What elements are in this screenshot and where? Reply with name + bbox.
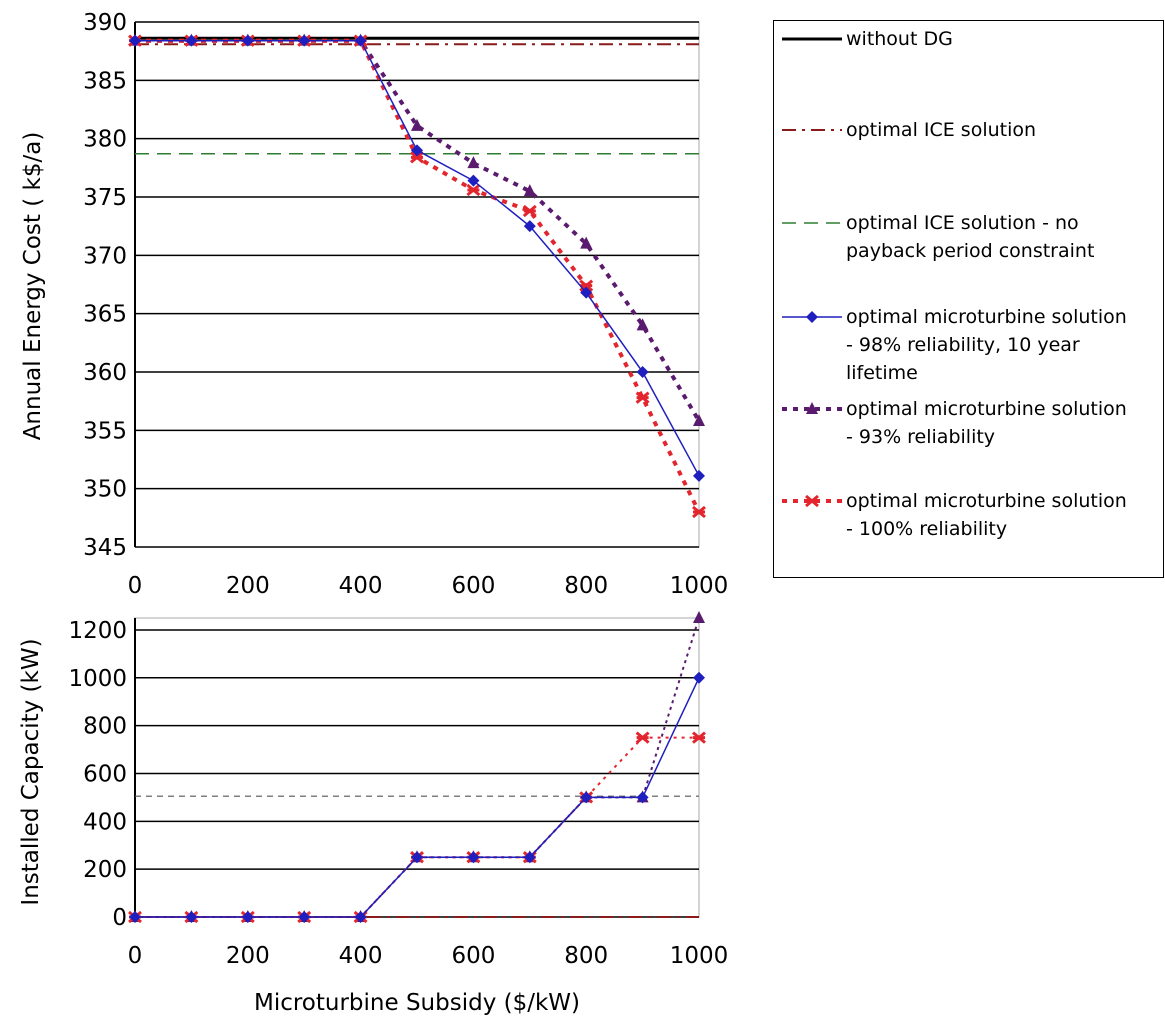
bottom-y-tick-label: 800 bbox=[83, 714, 127, 740]
bottom-y-tick-label: 600 bbox=[83, 761, 127, 787]
top-x-tick-label: 200 bbox=[226, 573, 270, 599]
bottom-y-tick-label: 1200 bbox=[68, 618, 127, 644]
bottom-point-mt98 bbox=[298, 911, 311, 923]
legend-label: optimal ICE solution bbox=[846, 119, 1036, 141]
legend-canvas: without DG optimal ICE solution optimal IC… bbox=[782, 28, 1127, 540]
top-y-tick-label: 370 bbox=[83, 243, 127, 269]
legend-item-ice: optimal ICE solution bbox=[782, 119, 1036, 141]
legend-label: optimal microturbine solution bbox=[846, 398, 1127, 420]
top-point-mt100 bbox=[410, 151, 424, 164]
top-y-tick-label: 350 bbox=[83, 477, 127, 503]
bottom-y-axis-label: Installed Capacity (kW) bbox=[18, 638, 44, 905]
top-x-tick-label: 400 bbox=[339, 573, 383, 599]
bottom-point-mt98 bbox=[636, 791, 649, 804]
legend-swatch-marker bbox=[806, 311, 818, 323]
bottom-point-mt100 bbox=[692, 731, 706, 744]
bottom-point-mt98 bbox=[523, 851, 536, 864]
top-point-mt93 bbox=[523, 184, 536, 197]
bottom-plot-area bbox=[134, 617, 700, 918]
legend-label: without DG bbox=[846, 28, 953, 50]
top-point-mt93 bbox=[636, 318, 649, 331]
top-point-mt98 bbox=[580, 286, 593, 299]
bottom-point-mt98 bbox=[241, 911, 254, 923]
legend-label: - 93% reliability bbox=[846, 426, 995, 448]
top-chart-annual-energy-cost: Annual Energy Cost ( k$/a) 345 350 355 360 3… bbox=[20, 10, 728, 599]
bottom-point-mt98 bbox=[411, 851, 423, 864]
top-point-mt98 bbox=[129, 34, 141, 47]
bottom-point-mt98 bbox=[129, 911, 141, 923]
top-point-mt93 bbox=[411, 118, 423, 131]
legend-item-mt93: optimal microturbine solution - 93% relia… bbox=[782, 398, 1127, 448]
bottom-x-tick-label: 1000 bbox=[670, 943, 729, 969]
bottom-point-mt100 bbox=[635, 731, 650, 744]
top-x-tick-label: 800 bbox=[564, 573, 608, 599]
bottom-x-tick-label: 200 bbox=[226, 943, 270, 969]
top-point-mt98 bbox=[354, 34, 367, 47]
legend-label: lifetime bbox=[846, 362, 918, 384]
legend-label: optimal microturbine solution bbox=[846, 306, 1127, 328]
top-point-mt98 bbox=[411, 144, 423, 157]
top-point-mt98 bbox=[523, 220, 536, 233]
legend-item-mt100: optimal microturbine solution - 100% reli… bbox=[782, 490, 1127, 540]
top-point-mt93 bbox=[693, 414, 705, 426]
top-point-mt98 bbox=[185, 34, 198, 47]
bottom-point-mt98 bbox=[580, 791, 593, 804]
top-y-tick-label: 345 bbox=[83, 535, 127, 561]
top-y-tick-label: 360 bbox=[83, 360, 127, 386]
bottom-point-mt93 bbox=[693, 611, 705, 623]
bottom-point-mt98 bbox=[693, 671, 705, 684]
bottom-x-tick-label: 800 bbox=[564, 943, 608, 969]
legend-item-noDG: without DG bbox=[782, 28, 953, 50]
top-point-mt98 bbox=[636, 366, 649, 378]
top-y-tick-label: 385 bbox=[83, 68, 127, 94]
legend-label: - 98% reliability, 10 year bbox=[846, 334, 1080, 356]
legend-item-iceNoPayback: optimal ICE solution - no payback period … bbox=[782, 212, 1094, 262]
legend-label: payback period constraint bbox=[846, 240, 1094, 262]
legend-label: optimal ICE solution - no bbox=[846, 212, 1079, 234]
bottom-point-mt98 bbox=[185, 911, 198, 923]
bottom-point-mt98 bbox=[467, 851, 480, 864]
bottom-x-axis-label: Microturbine Subsidy ($/kW) bbox=[254, 990, 580, 1016]
bottom-series-mt100 bbox=[135, 736, 699, 918]
top-point-mt98 bbox=[467, 174, 480, 187]
bottom-point-mt98 bbox=[354, 911, 367, 923]
legend-item-mt98: optimal microturbine solution - 98% relia… bbox=[782, 306, 1127, 384]
bottom-x-tick-label: 0 bbox=[128, 943, 143, 969]
top-x-tick-label: 0 bbox=[128, 573, 143, 599]
top-point-mt98 bbox=[693, 469, 705, 482]
top-plot-area bbox=[134, 21, 700, 548]
top-y-tick-label: 390 bbox=[83, 10, 127, 36]
top-point-mt100 bbox=[466, 183, 481, 197]
top-point-mt93 bbox=[580, 236, 593, 249]
top-y-tick-label: 365 bbox=[83, 302, 127, 328]
top-y-tick-label: 355 bbox=[83, 418, 127, 444]
top-y-axis-label: Annual Energy Cost ( k$/a) bbox=[20, 132, 46, 441]
top-point-mt100 bbox=[522, 204, 537, 218]
top-point-mt100 bbox=[692, 505, 706, 519]
legend-swatch-marker bbox=[806, 402, 818, 414]
top-point-mt100 bbox=[635, 391, 650, 404]
bottom-y-tick-label: 400 bbox=[83, 809, 127, 835]
top-y-tick-label: 380 bbox=[83, 127, 127, 153]
top-point-mt98 bbox=[241, 34, 254, 47]
bottom-y-tick-label: 0 bbox=[112, 905, 127, 931]
bottom-x-tick-label: 600 bbox=[451, 943, 495, 969]
top-point-mt93 bbox=[467, 156, 480, 169]
legend-label: optimal microturbine solution bbox=[846, 490, 1127, 512]
legend: without DG optimal ICE solution optimal IC… bbox=[773, 20, 1164, 578]
bottom-x-tick-label: 400 bbox=[339, 943, 383, 969]
top-point-mt98 bbox=[298, 34, 311, 47]
legend-swatch-marker bbox=[805, 494, 819, 508]
top-x-tick-label: 1000 bbox=[670, 573, 729, 599]
bottom-y-tick-label: 1000 bbox=[68, 666, 127, 692]
bottom-chart-installed-capacity: Installed Capacity (kW) Microturbine Sub… bbox=[18, 611, 728, 1016]
top-x-tick-label: 600 bbox=[451, 573, 495, 599]
legend-label: - 100% reliability bbox=[846, 518, 1007, 540]
top-y-tick-label: 375 bbox=[83, 185, 127, 211]
bottom-y-tick-label: 200 bbox=[83, 857, 127, 883]
